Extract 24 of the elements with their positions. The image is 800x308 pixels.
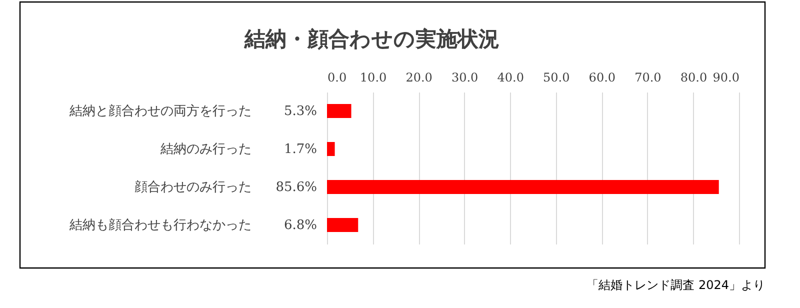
data-label: 6.8% [284,218,317,233]
bar [327,180,719,194]
y-tick-label: 顔合わせのみ行った [134,180,252,195]
x-tick-label: 0.0 [328,70,347,84]
data-label: 85.6% [276,180,317,195]
chart-title: 結納・顔合わせの実施状況 [244,27,500,51]
y-tick-label: 結納も顔合わせも行わなかった [68,218,252,233]
data-label: 1.7% [284,142,317,157]
x-tick-label: 80.0 [680,70,708,84]
data-label: 5.3% [284,104,317,119]
x-tick-label: 90.0 [712,70,740,84]
x-tick-label: 60.0 [588,70,616,84]
text: 「結婚トレンド調査 2024」より [586,278,765,292]
bar [327,142,335,156]
x-tick-label: 70.0 [634,70,662,84]
x-tick-label: 20.0 [406,70,432,84]
x-tick-label: 40.0 [497,70,524,84]
y-tick-label: 結納と顔合わせの両方を行った [68,103,252,119]
bar [327,104,352,118]
bar [327,218,358,232]
y-tick-label: 結納のみ行った [160,142,252,157]
x-tick-label: 10.0 [360,70,387,84]
x-tick-label: 30.0 [451,70,478,84]
x-tick-label: 50.0 [543,70,570,84]
